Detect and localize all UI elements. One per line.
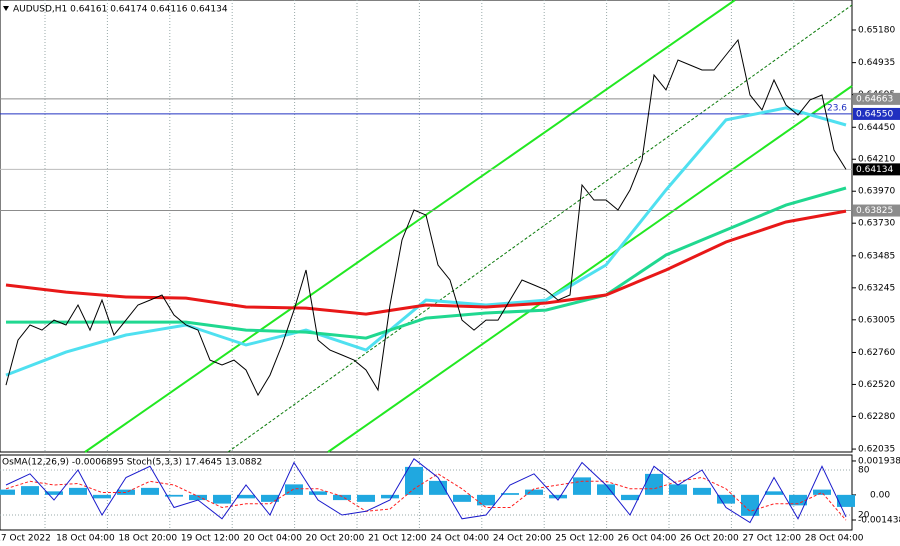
osma-bar (93, 494, 111, 499)
osma-bar (573, 477, 591, 495)
title-icon (3, 6, 9, 11)
y-tick-label: 0.63005 (858, 315, 895, 325)
x-tick-label: 19 Oct 12:00 (181, 534, 240, 544)
x-tick-label: 24 Oct 04:00 (430, 534, 489, 544)
level-label: 0.64663 (856, 94, 893, 104)
x-tick-label: 18 Oct 20:00 (118, 534, 177, 544)
osma-bar (405, 466, 423, 495)
channel-upper (84, 0, 736, 453)
osma-bar (813, 489, 831, 495)
grid (44, 0, 795, 530)
price-line (5, 38, 847, 397)
x-tick-label: 28 Oct 04:00 (805, 534, 864, 544)
y-tick-label: 80 (858, 466, 870, 476)
moving-average (5, 209, 847, 316)
y-tick-label: 0.62035 (858, 445, 895, 455)
osma-bar (117, 489, 135, 495)
moving-average (6, 186, 847, 340)
osma-bar (285, 484, 303, 495)
y-tick-label: 20 (858, 511, 870, 521)
osma-bar (549, 494, 567, 499)
osma-bar (501, 493, 519, 495)
y-tick-label: 0.64450 (858, 123, 895, 133)
y2-tick-label: 0.0019388 (858, 456, 900, 466)
y-tick-label: 0.63730 (858, 219, 895, 229)
stoch-main (5, 458, 847, 524)
osma-bar (477, 494, 495, 506)
osma-bar (693, 487, 711, 495)
osma-bar (741, 494, 759, 516)
osma-bar (837, 494, 855, 507)
osma-bar (525, 489, 543, 495)
y-tick-label: 0.64935 (858, 58, 895, 68)
osma-bar (645, 473, 663, 495)
level-label-box (853, 92, 900, 105)
y-tick-label: 0.62520 (858, 380, 895, 390)
osma-bar (765, 491, 783, 495)
level-label-box (853, 204, 900, 217)
osma-bar (453, 494, 471, 502)
osma-bar (717, 494, 735, 504)
osma-bar (165, 494, 183, 497)
y2-tick-label: -0.001438 (858, 516, 900, 526)
indicator-title: OsMA(12,26,9) -0.0006895 Stoch(5,3,3) 17… (2, 458, 262, 468)
channel-lower (327, 85, 853, 453)
y-tick-label: 0.63485 (858, 251, 895, 261)
x-tick-label: 20 Oct 04:00 (243, 534, 302, 544)
y-tick-label: 0.65180 (858, 25, 895, 35)
level-label: 0.64550 (856, 109, 893, 119)
osma-bar (357, 494, 375, 502)
osma-bar (141, 487, 159, 495)
osma-bar (189, 494, 207, 501)
osma-bar (333, 494, 351, 501)
y-tick-label: 0.62760 (858, 348, 895, 358)
x-tick-label: 27 Oct 12:00 (742, 534, 801, 544)
y-tick-label: 0.63970 (858, 187, 895, 197)
y-tick-label: 0.62280 (858, 412, 895, 422)
osma-bar (669, 484, 687, 495)
x-tick-label: 26 Oct 04:00 (618, 534, 677, 544)
main-panel (0, 0, 853, 453)
stoch-signal (5, 473, 847, 521)
level-label-box (853, 107, 900, 120)
channel-middle (227, 4, 853, 453)
fibo-label: 23.6 (827, 104, 847, 114)
moving-average (5, 106, 847, 377)
osma-bar (261, 494, 279, 502)
osma-bar (597, 484, 615, 495)
y-tick-label: 0.64210 (858, 155, 895, 165)
x-tick-label: 20 Oct 20:00 (306, 534, 365, 544)
osma-bar (45, 491, 63, 495)
last-price-box (853, 163, 900, 176)
x-tick-label: 24 Oct 20:00 (493, 534, 552, 544)
x-tick-label: 25 Oct 12:00 (555, 534, 614, 544)
last-price-label: 0.64134 (856, 165, 893, 175)
osma-bar (69, 487, 87, 495)
x-tick-label: 26 Oct 20:00 (680, 534, 739, 544)
x-tick-label: 18 Oct 04:00 (56, 534, 115, 544)
x-tick-label: 17 Oct 2022 (0, 534, 51, 544)
osma-bar (381, 494, 399, 499)
level-label: 0.63825 (856, 206, 893, 216)
osma-bar (789, 494, 807, 506)
osma-bar (21, 486, 39, 495)
osma-bar (213, 494, 231, 504)
osma-bar (237, 494, 255, 499)
osma-bar (309, 491, 327, 495)
osma-bar (0, 489, 15, 495)
osma-bar (621, 494, 639, 501)
chart-title: AUDUSD,H1 0.64161 0.64174 0.64116 0.6413… (13, 5, 228, 15)
y2-tick-label: 0.00 (870, 490, 890, 500)
x-tick-label: 21 Oct 12:00 (368, 534, 427, 544)
y-tick-label: 0.63245 (858, 283, 895, 293)
